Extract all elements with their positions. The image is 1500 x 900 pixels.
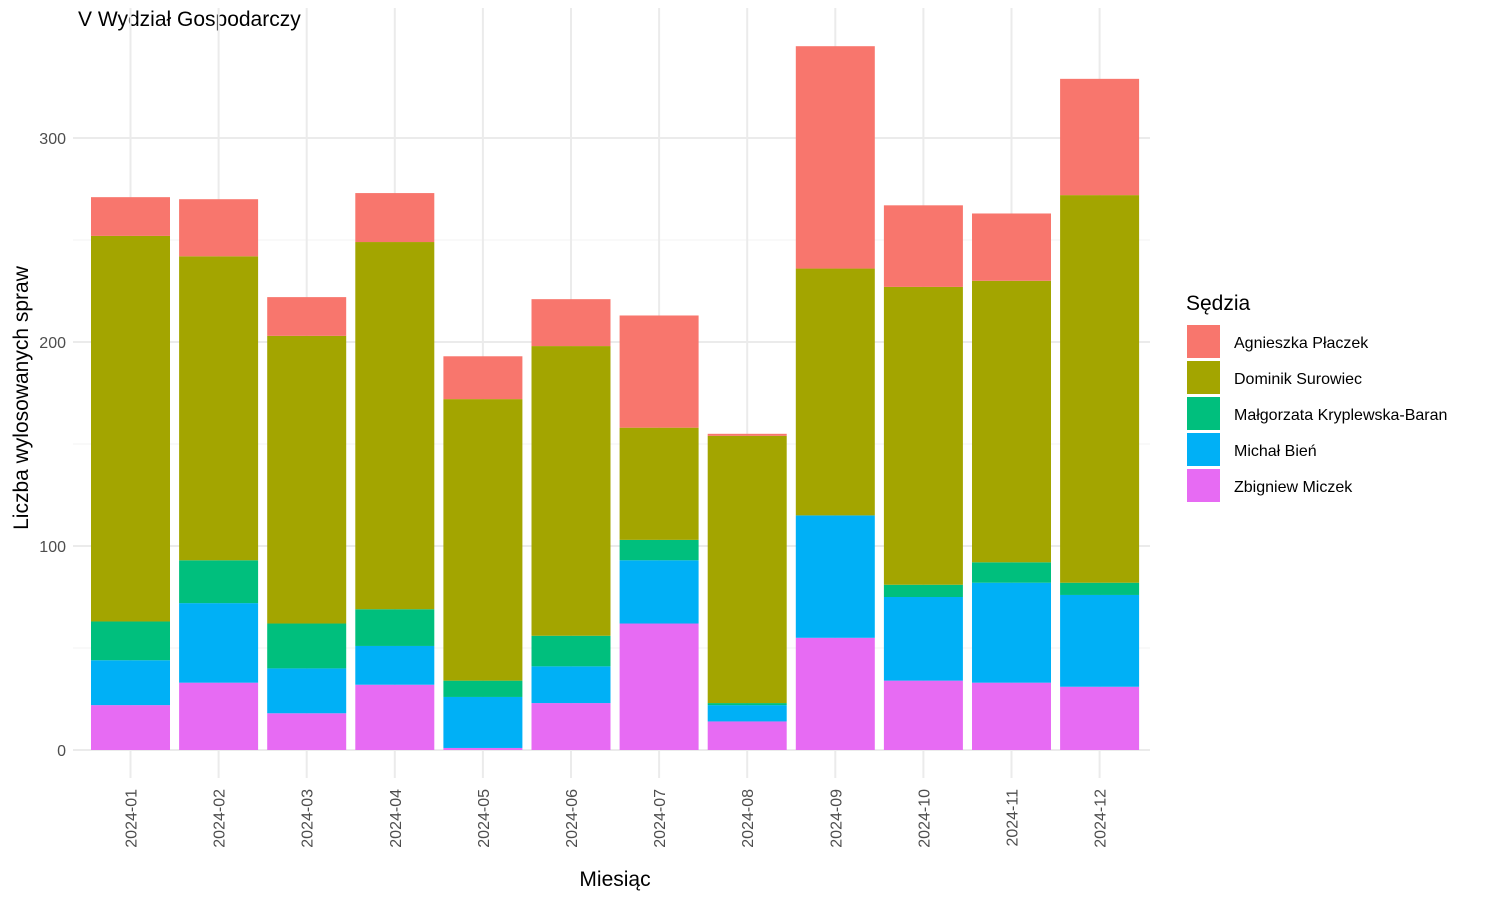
bar-segment [972, 682, 1051, 750]
y-tick-label: 200 [39, 335, 66, 352]
bar-segment [355, 684, 435, 750]
legend-label: Małgorzata Kryplewska-Baran [1234, 407, 1447, 424]
legend-swatch [1187, 361, 1220, 394]
x-tick-label: 2024-05 [476, 789, 493, 848]
bar-segment [972, 213, 1051, 281]
bar-segment [443, 747, 523, 750]
bar-segment [355, 193, 435, 243]
x-tick-label: 2024-11 [1005, 789, 1022, 847]
x-tick-label: 2024-01 [124, 789, 141, 848]
y-axis-ticks: 0 100 200 300 [39, 131, 66, 760]
bar-segment [1060, 594, 1140, 687]
bar-segment [91, 660, 170, 706]
bar-segment [795, 515, 875, 638]
y-axis-title: Liczba wylosowanych spraw [10, 265, 33, 530]
bar-segment [707, 703, 787, 706]
bar-segment [267, 713, 347, 750]
bar-segment [619, 539, 699, 561]
x-tick-label: 2024-02 [212, 789, 229, 848]
x-tick-label: 2024-06 [564, 789, 581, 848]
bar-segment [972, 582, 1051, 683]
bar-segment [91, 621, 170, 661]
bar-segment [443, 399, 523, 681]
bar-segment [883, 597, 963, 681]
bar-segment [267, 623, 347, 669]
bar-segment [179, 256, 259, 561]
bar-segment [883, 680, 963, 750]
bar-segment [972, 562, 1051, 583]
bar-segment [707, 721, 787, 750]
bar-segment [179, 682, 259, 750]
bar-segment [443, 696, 523, 748]
chart-title: V Wydział Gospodarczy [78, 8, 301, 31]
x-tick-label: 2024-08 [740, 789, 757, 848]
x-tick-label: 2024-04 [388, 789, 405, 848]
bar-segment [1060, 195, 1140, 583]
bar-segment [355, 609, 435, 646]
legend-label: Agnieszka Płaczek [1234, 335, 1369, 352]
x-tick-label: 2024-03 [300, 789, 317, 848]
bar-segment [267, 668, 347, 714]
bar-segment [91, 705, 170, 750]
bar-segment [531, 635, 611, 667]
legend: Sędzia Agnieszka Płaczek Dominik Surowiec… [1186, 292, 1447, 502]
bar-segment [883, 584, 963, 597]
bar-segment [91, 197, 170, 236]
bar-segment [443, 356, 523, 400]
bar-segment [795, 637, 875, 750]
bar-segment [707, 433, 787, 436]
legend-label: Michał Bień [1234, 443, 1317, 460]
bar-segment [1060, 686, 1140, 750]
bar-segment [883, 205, 963, 287]
x-tick-label: 2024-07 [652, 789, 669, 848]
bar-segment [179, 603, 259, 683]
bar-segment [795, 46, 875, 269]
legend-swatch [1187, 433, 1220, 466]
bar-segment [972, 280, 1051, 563]
bar-segment [883, 286, 963, 585]
bar-segment [619, 427, 699, 540]
y-tick-label: 0 [57, 743, 66, 760]
x-tick-label: 2024-10 [916, 789, 933, 848]
x-axis-ticks: 2024-01 2024-02 2024-03 2024-04 2024-05 2024-… [124, 789, 1110, 848]
bars [91, 46, 1140, 750]
y-tick-label: 100 [39, 539, 66, 556]
x-axis-title: Miesiąc [579, 868, 650, 891]
bar-segment [619, 315, 699, 428]
bar-segment [1060, 582, 1140, 595]
bar-segment [1060, 78, 1140, 196]
bar-segment [267, 335, 347, 624]
bar-segment [179, 560, 259, 604]
bar-segment [707, 435, 787, 704]
bar-segment [531, 666, 611, 704]
bar-segment [531, 346, 611, 636]
x-tick-label: 2024-12 [1093, 789, 1110, 848]
bar-segment [795, 268, 875, 516]
legend-swatch [1187, 397, 1220, 430]
bar-segment [91, 235, 170, 622]
legend-swatch [1187, 469, 1220, 502]
bar-segment [179, 199, 259, 257]
bar-segment [267, 297, 347, 336]
bar-segment [619, 623, 699, 750]
bar-segment [355, 645, 435, 685]
legend-label: Dominik Surowiec [1234, 371, 1362, 388]
bar-segment [707, 705, 787, 722]
bar-segment [443, 680, 523, 697]
legend-label: Zbigniew Miczek [1234, 479, 1353, 496]
bar-segment [531, 299, 611, 347]
bar-segment [619, 560, 699, 624]
bar-segment [531, 703, 611, 750]
x-tick-label: 2024-09 [828, 789, 845, 848]
bar-segment [355, 242, 435, 610]
legend-title: Sędzia [1186, 292, 1251, 315]
legend-swatch [1187, 325, 1220, 358]
y-tick-label: 300 [39, 131, 66, 148]
